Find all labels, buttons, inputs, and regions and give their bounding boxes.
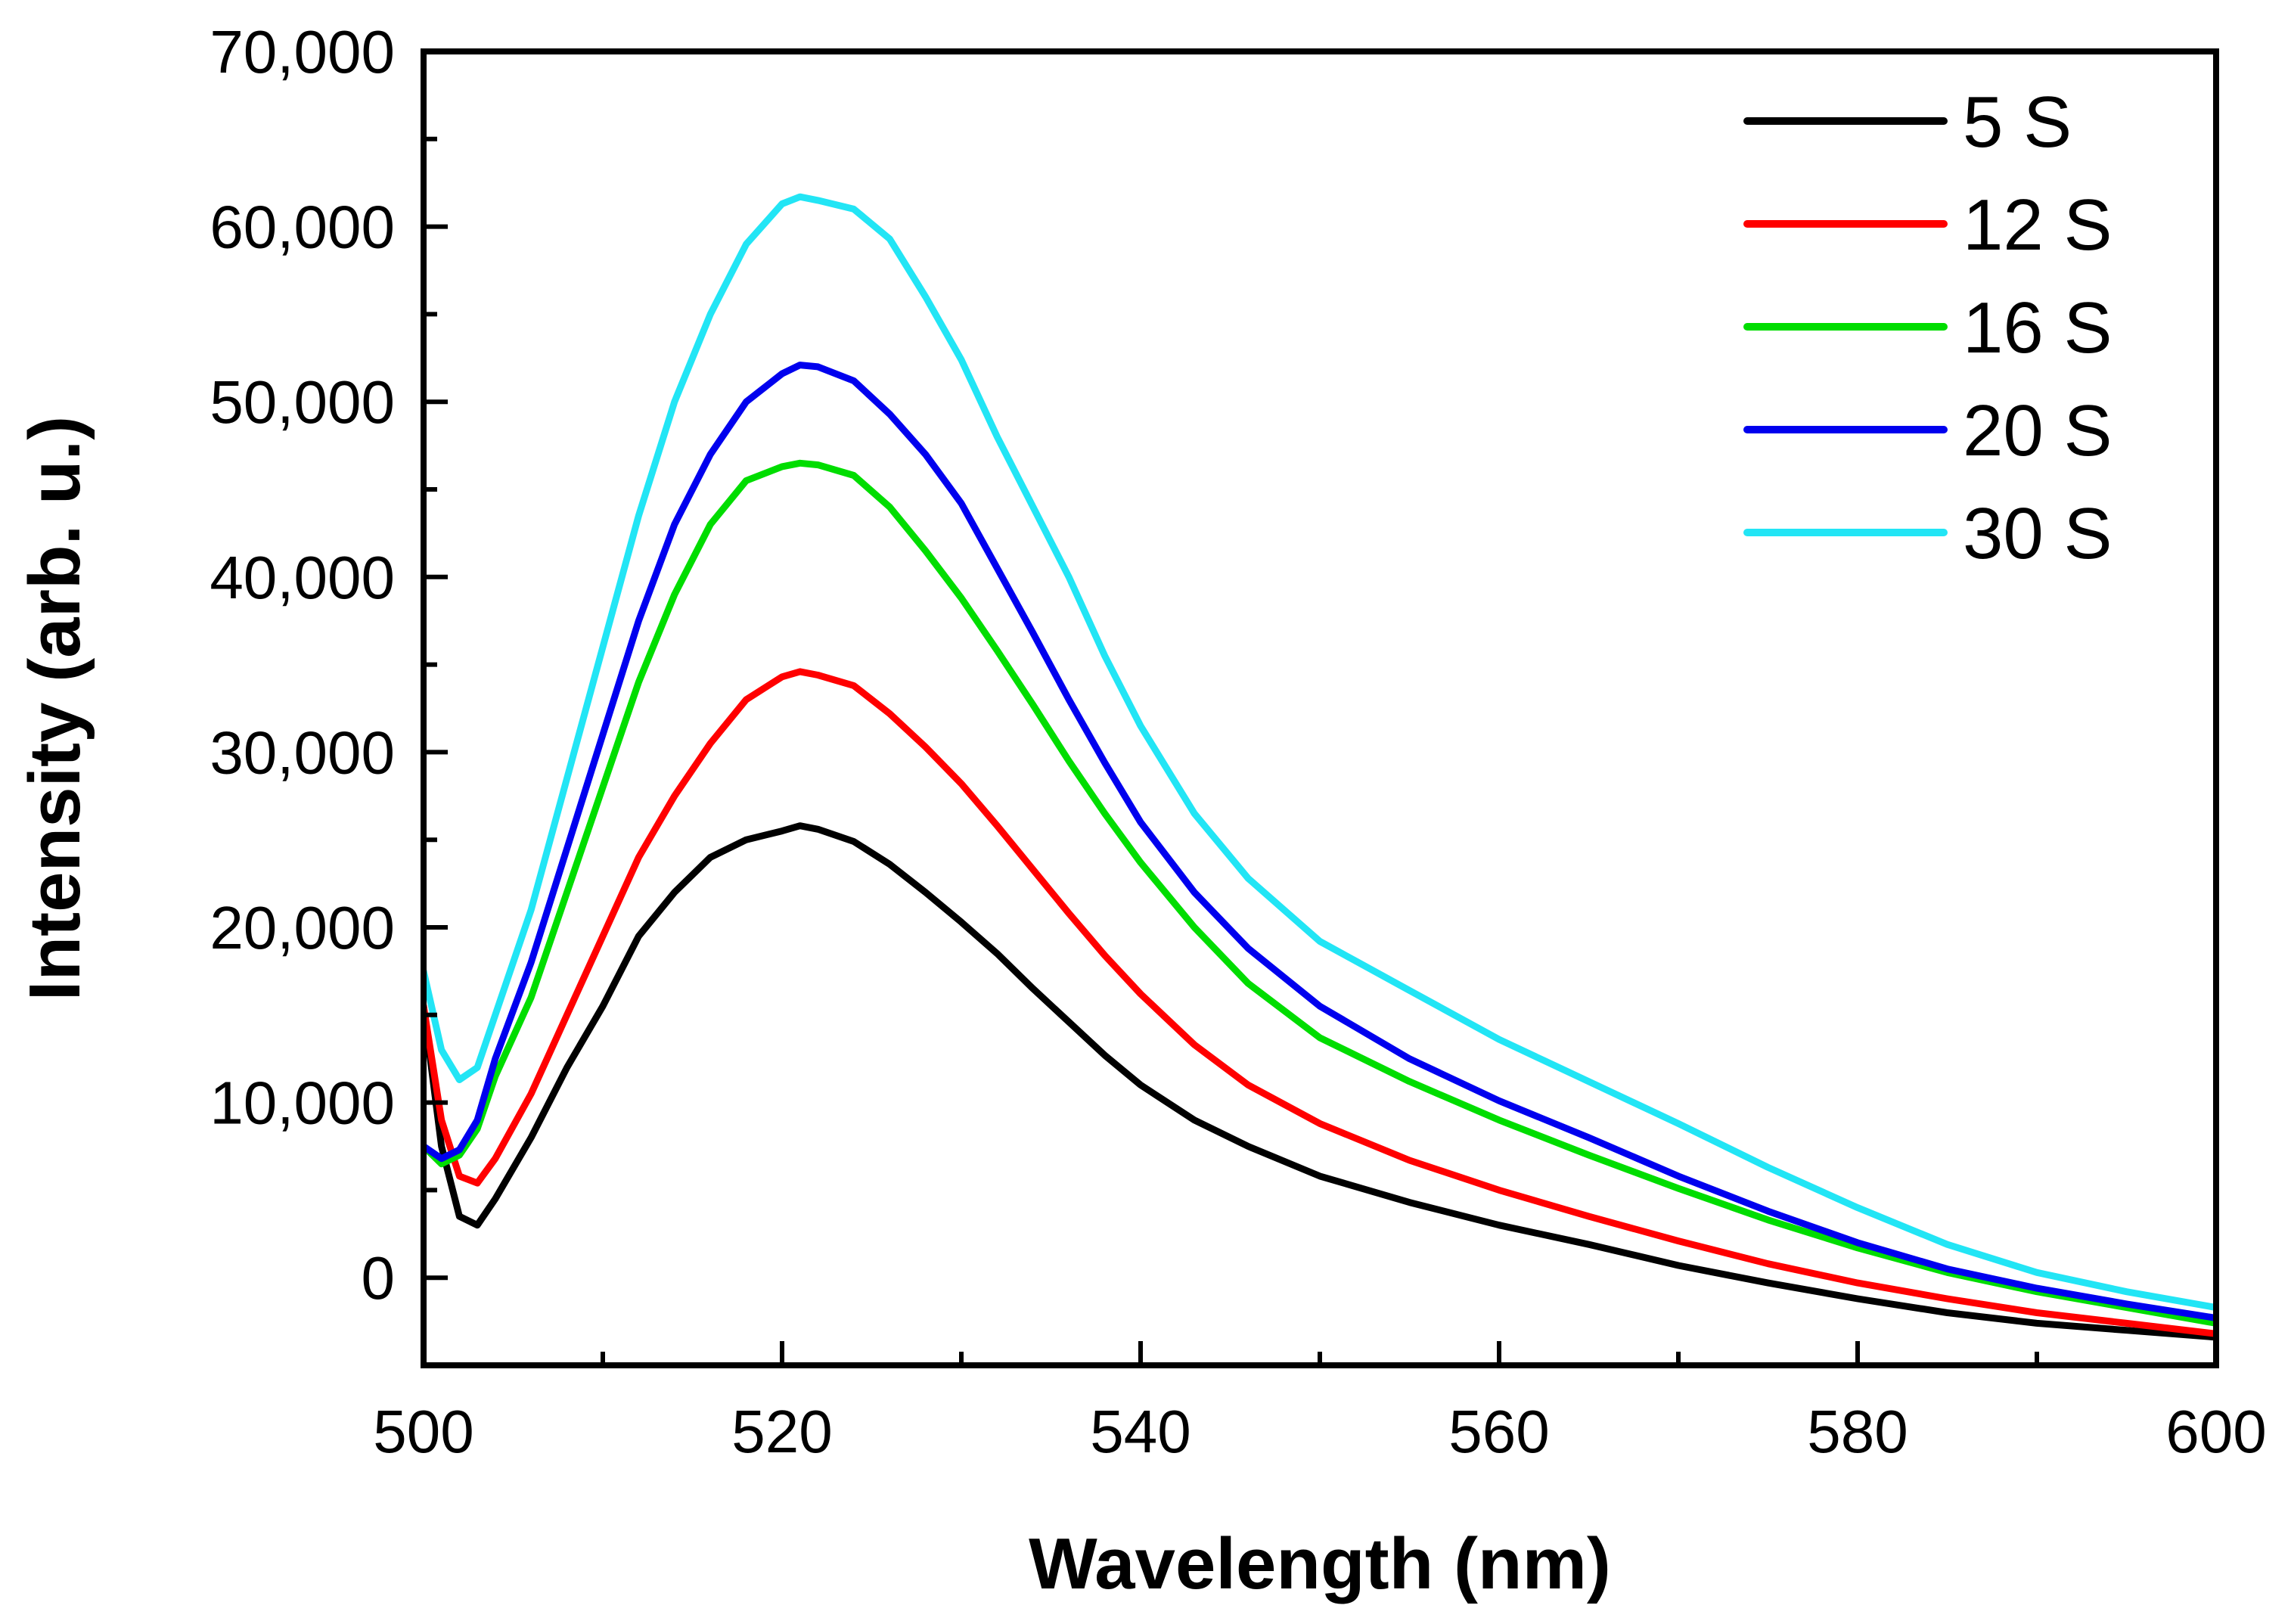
y-tick-label: 10,000: [210, 1070, 395, 1137]
x-axis-title: Wavelength (nm): [1029, 1523, 1611, 1604]
x-tick-label: 520: [731, 1398, 832, 1465]
x-tick-label: 560: [1448, 1398, 1549, 1465]
legend-label: 16 S: [1963, 287, 2112, 368]
x-tick-label: 600: [2165, 1398, 2266, 1465]
x-tick-label: 540: [1090, 1398, 1191, 1465]
y-axis-title: Intensity (arb. u.): [14, 416, 95, 1001]
series-line-20s: [424, 362, 2216, 1321]
ticks-layer: [421, 49, 2218, 1368]
x-tick-label: 500: [373, 1398, 473, 1465]
legend-label: 20 S: [1963, 390, 2112, 471]
y-tick-label: 50,000: [210, 368, 395, 436]
series-layer: [424, 193, 2216, 1341]
series-line-5s: [424, 822, 2216, 1341]
y-tick-label: 60,000: [210, 194, 395, 261]
y-tick-label: 70,000: [210, 18, 395, 85]
series-line-12s: [424, 668, 2216, 1337]
y-tick-label: 40,000: [210, 544, 395, 611]
y-tick-label: 20,000: [210, 894, 395, 961]
series-line-30s: [424, 193, 2216, 1312]
series-line-16s: [424, 459, 2216, 1327]
x-tick-label: 580: [1807, 1398, 1908, 1465]
legend-label: 30 S: [1963, 493, 2112, 574]
y-tick-label: 30,000: [210, 719, 395, 786]
y-tick-label: 0: [362, 1244, 396, 1312]
tick-labels-layer: 500 520 540 560 580 600 0 10,000 20,000 30,000 40,…: [210, 18, 2266, 1465]
legend-label: 5 S: [1963, 82, 2072, 163]
legend-label: 12 S: [1963, 185, 2112, 265]
legend: 5 S 12 S 16 S 20 S 30 S: [1743, 82, 2112, 574]
plot-frame: [421, 48, 2219, 1368]
